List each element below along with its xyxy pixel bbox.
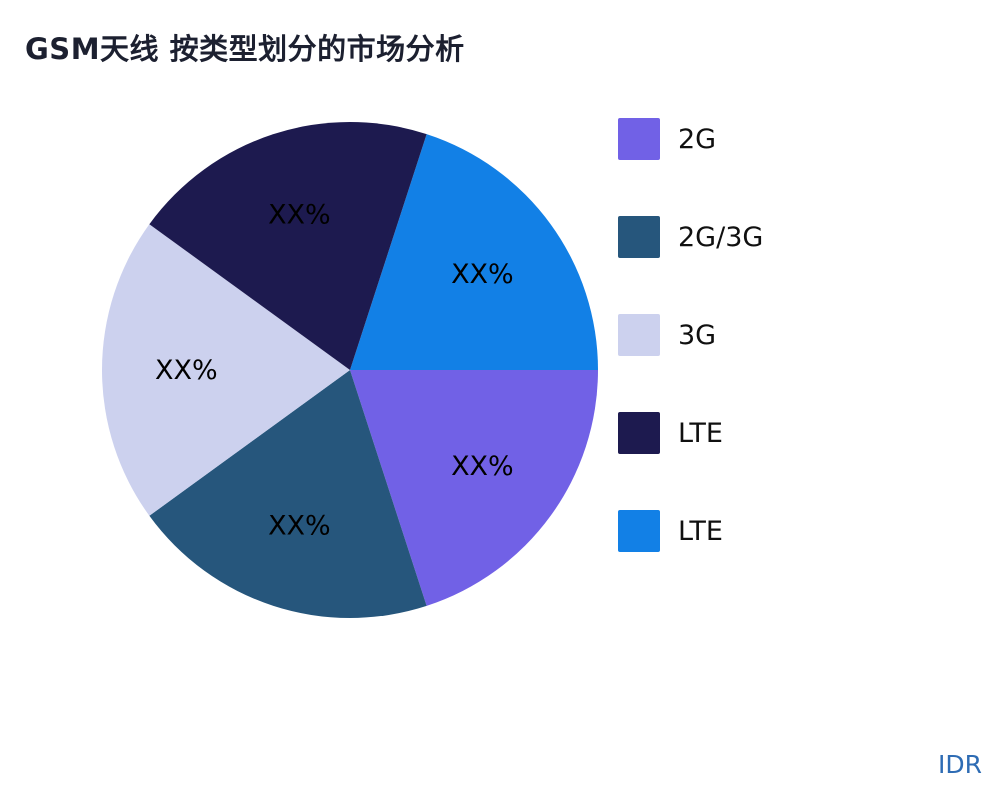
watermark-text: IDR (938, 750, 982, 779)
pie-slice-4-LTE (149, 121, 427, 371)
legend-swatch (618, 314, 660, 356)
legend-item-4-LTE: LTE (618, 510, 763, 552)
slice-value-label: XX% (451, 451, 514, 482)
pie-slice-3-3G (101, 224, 350, 516)
pie-chart: XX% XX% XX% XX% XX% (101, 121, 598, 619)
legend-label: LTE (678, 515, 723, 547)
chart-legend: 2G 2G/3G 3G LTE LTE (618, 118, 763, 552)
legend-item-1-2G/3G: 2G/3G (618, 216, 763, 258)
legend-label: 2G (678, 123, 717, 155)
slice-value-label: XX% (268, 511, 331, 542)
legend-item-2-3G: 3G (618, 314, 763, 356)
legend-swatch (618, 118, 660, 160)
pie-slice-0-LTE (350, 134, 598, 370)
slice-value-label: XX% (451, 259, 514, 290)
chart-title: GSM天线 按类型划分的市场分析 (25, 32, 465, 66)
slice-value-label: XX% (155, 355, 218, 386)
legend-swatch (618, 412, 660, 454)
legend-item-0-2G: 2G (618, 118, 763, 160)
legend-label: LTE (678, 417, 723, 449)
pie-slice-2-2G/3G (149, 370, 427, 619)
slice-value-label: XX% (268, 199, 331, 230)
legend-label: 3G (678, 319, 717, 351)
legend-swatch (618, 216, 660, 258)
pie-slice-1-2G (350, 370, 598, 606)
legend-label: 2G/3G (678, 221, 764, 253)
legend-item-3-LTE: LTE (618, 412, 763, 454)
legend-swatch (618, 510, 660, 552)
